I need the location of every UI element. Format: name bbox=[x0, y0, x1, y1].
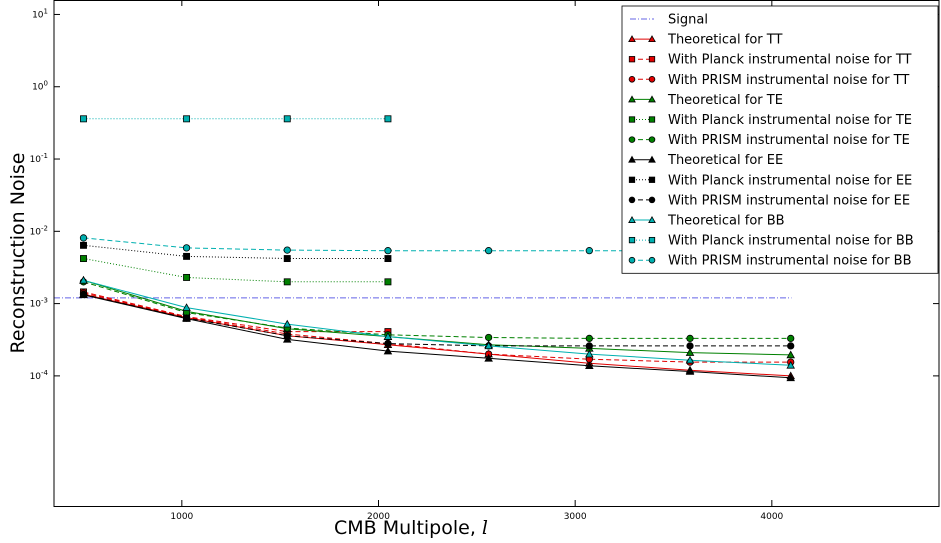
x-axis-label-variable: l bbox=[482, 517, 488, 539]
legend-label: With PRISM instrumental noise for EE bbox=[668, 193, 910, 208]
data-point bbox=[183, 116, 189, 122]
data-point bbox=[586, 335, 592, 341]
legend-label: With PRISM instrumental noise for TE bbox=[668, 133, 910, 148]
data-point bbox=[284, 247, 290, 253]
data-point bbox=[385, 255, 391, 261]
legend-label: Signal bbox=[668, 13, 708, 28]
data-point bbox=[385, 279, 391, 285]
legend-marker bbox=[649, 177, 654, 182]
legend-marker bbox=[629, 137, 635, 143]
data-point bbox=[787, 343, 793, 349]
data-point bbox=[80, 291, 86, 297]
legend-marker bbox=[649, 257, 655, 263]
legend-label: Theoretical for BB bbox=[667, 214, 785, 229]
legend-marker bbox=[649, 56, 654, 61]
data-point bbox=[183, 245, 189, 251]
legend-marker bbox=[649, 237, 654, 242]
data-point bbox=[485, 247, 491, 253]
legend-marker bbox=[629, 257, 635, 263]
legend-label: With PRISM instrumental noise for TT bbox=[668, 73, 909, 88]
data-point bbox=[183, 253, 189, 259]
x-axis-label: CMB Multipole, l bbox=[334, 517, 488, 539]
data-point bbox=[787, 335, 793, 341]
legend-marker bbox=[649, 197, 655, 203]
x-tick-label: 3000 bbox=[564, 512, 587, 522]
legend-marker bbox=[649, 137, 655, 143]
data-point bbox=[284, 116, 290, 122]
data-point bbox=[80, 255, 86, 261]
data-point bbox=[385, 116, 391, 122]
data-point bbox=[183, 274, 189, 280]
legend-label: Theoretical for TE bbox=[667, 93, 783, 108]
legend-label: Theoretical for EE bbox=[667, 153, 783, 168]
legend-label: With Planck instrumental noise for BB bbox=[668, 234, 914, 249]
data-point bbox=[80, 235, 86, 241]
data-point bbox=[485, 334, 491, 340]
data-point bbox=[80, 116, 86, 122]
data-point bbox=[284, 279, 290, 285]
data-point bbox=[687, 335, 693, 341]
legend-label: With Planck instrumental noise for TT bbox=[668, 53, 912, 68]
legend-label: With Planck instrumental noise for TE bbox=[668, 113, 912, 128]
legend-marker bbox=[649, 76, 655, 82]
data-point bbox=[80, 242, 86, 248]
data-point bbox=[385, 247, 391, 253]
data-point bbox=[385, 340, 391, 346]
data-point bbox=[687, 343, 693, 349]
legend-label: With Planck instrumental noise for EE bbox=[668, 173, 912, 188]
y-axis-label: Reconstruction Noise bbox=[7, 153, 29, 354]
legend-label: With PRISM instrumental noise for BB bbox=[668, 254, 912, 269]
data-point bbox=[586, 247, 592, 253]
legend-marker bbox=[649, 117, 654, 122]
legend-marker bbox=[629, 117, 634, 122]
data-point bbox=[183, 315, 189, 321]
data-point bbox=[284, 255, 290, 261]
legend-marker bbox=[629, 56, 634, 61]
data-point bbox=[284, 332, 290, 338]
x-tick-label: 4000 bbox=[760, 512, 783, 522]
data-point bbox=[586, 343, 592, 349]
legend-marker bbox=[629, 76, 635, 82]
legend-label: Theoretical for TT bbox=[667, 33, 782, 48]
legend-marker bbox=[629, 177, 634, 182]
legend: Signal Theoretical for TT With Planck inst… bbox=[622, 6, 938, 273]
legend-marker bbox=[629, 197, 635, 203]
x-tick-label: 1000 bbox=[170, 512, 193, 522]
legend-marker bbox=[629, 237, 634, 242]
x-axis-label-text: CMB Multipole, bbox=[334, 517, 482, 539]
